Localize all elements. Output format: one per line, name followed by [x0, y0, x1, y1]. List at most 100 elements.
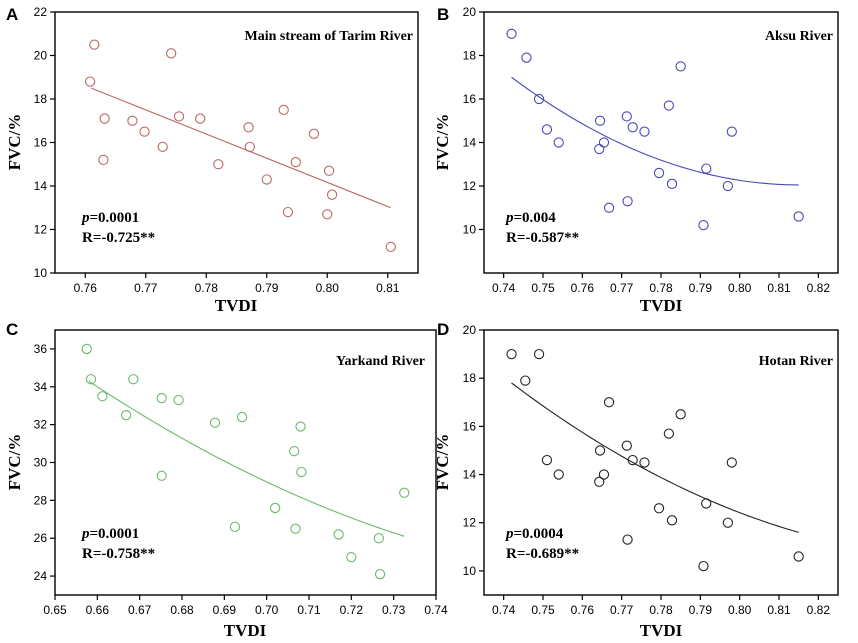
- x-axis-label: TVDI: [640, 621, 683, 640]
- x-tick-label: 0.76: [571, 281, 595, 295]
- data-point: [533, 93, 545, 105]
- y-tick-label: 36: [34, 342, 48, 356]
- y-tick-label: 22: [34, 5, 48, 19]
- data-point: [598, 469, 610, 480]
- data-point: [84, 76, 96, 87]
- data-point: [793, 211, 804, 222]
- data-point: [261, 174, 272, 185]
- data-point: [120, 410, 132, 421]
- data-point: [506, 348, 517, 360]
- data-point: [521, 52, 532, 63]
- data-point: [385, 241, 396, 253]
- data-point: [326, 189, 338, 200]
- x-tick-label: 0.79: [689, 603, 713, 617]
- data-point: [726, 457, 737, 468]
- p-symbol: p: [80, 210, 90, 226]
- x-tick-label: 0.78: [649, 603, 673, 617]
- y-tick-label: 20: [463, 5, 477, 19]
- data-point: [663, 428, 675, 439]
- y-tick-label: 16: [34, 136, 48, 150]
- x-axis-label: TVDI: [215, 296, 258, 315]
- x-tick-label: 0.80: [728, 281, 752, 295]
- x-tick-label: 0.66: [86, 603, 110, 617]
- data-point: [99, 113, 110, 124]
- p-value-label: p=0.0001: [80, 526, 139, 542]
- data-point: [726, 126, 737, 137]
- data-point: [701, 498, 712, 509]
- y-tick-label: 30: [34, 456, 48, 470]
- data-point: [156, 392, 167, 404]
- p-value-label: p=0.0004: [504, 526, 564, 542]
- panel-title: Yarkand River: [336, 354, 425, 369]
- panel-b: 0.74 0.75 0.76 0.77 0.78 0.79 0.80 0.81 0.82 10 12…: [433, 5, 839, 315]
- r-value-label: R=-0.689**: [506, 546, 579, 562]
- data-point: [399, 487, 410, 498]
- data-point: [236, 411, 248, 423]
- x-tick-label: 0.78: [195, 281, 219, 295]
- data-point: [374, 569, 386, 580]
- data-point: [653, 503, 665, 514]
- y-tick-label: 18: [34, 92, 48, 106]
- data-point: [621, 111, 632, 122]
- panel-title: Aksu River: [765, 29, 833, 44]
- x-tick-label: 0.78: [649, 281, 673, 295]
- data-point: [622, 196, 633, 207]
- x-tick-label: 0.74: [492, 281, 516, 295]
- y-tick-label: 10: [463, 223, 477, 237]
- data-point: [173, 111, 185, 122]
- regression-line: [511, 382, 799, 533]
- x-tick-label: 0.65: [43, 603, 67, 617]
- data-point: [594, 445, 606, 456]
- y-axis-label: FVC/%: [5, 434, 24, 491]
- data-point: [127, 115, 138, 126]
- x-tick-label: 0.68: [170, 603, 194, 617]
- data-point: [621, 440, 632, 451]
- data-point: [244, 141, 255, 152]
- panel-title: Main stream of Tarim River: [245, 29, 414, 44]
- data-point: [639, 457, 650, 468]
- panel-a: 0.76 0.77 0.78 0.79 0.80 0.81 10 12 14 16 18 20 22 TV…: [5, 5, 419, 315]
- data-point: [166, 48, 177, 59]
- y-tick-label: 12: [34, 223, 48, 237]
- panel-d: 0.74 0.75 0.76 0.77 0.78 0.79 0.80 0.81 0.82 10 12…: [433, 320, 839, 640]
- data-point: [282, 206, 294, 218]
- y-tick-label: 16: [463, 419, 477, 433]
- panel-letter: A: [6, 5, 18, 24]
- data-point: [675, 61, 686, 72]
- y-tick-label: 12: [463, 516, 477, 530]
- data-point: [722, 180, 734, 192]
- r-value-label: R=-0.587**: [506, 230, 579, 246]
- p-value: =0.0001: [90, 210, 140, 226]
- data-point: [296, 466, 307, 478]
- p-value: =0.0001: [90, 526, 140, 542]
- x-tick-label: 0.76: [74, 281, 98, 295]
- data-point: [322, 209, 333, 220]
- data-point: [295, 421, 306, 432]
- data-point: [594, 476, 605, 487]
- x-tick-label: 0.79: [255, 281, 279, 295]
- y-tick-label: 10: [34, 266, 48, 280]
- data-point: [156, 470, 167, 481]
- data-point: [598, 137, 610, 148]
- regression-line: [91, 87, 391, 209]
- data-point: [81, 343, 92, 355]
- p-value: =0.0004: [514, 526, 564, 542]
- data-point: [346, 551, 357, 563]
- x-tick-label: 0.75: [531, 603, 555, 617]
- panel-c: 0.65 0.66 0.67 0.68 0.69 0.70 0.71 0.72 0.73 0.74…: [5, 320, 448, 640]
- data-point: [373, 533, 384, 544]
- p-value: =0.004: [514, 210, 557, 226]
- x-tick-label: 0.73: [382, 603, 406, 617]
- y-tick-label: 24: [34, 569, 48, 583]
- data-point: [85, 374, 97, 385]
- data-point: [627, 122, 638, 133]
- x-tick-label: 0.75: [531, 281, 555, 295]
- p-value-label: p=0.004: [504, 210, 556, 226]
- data-point: [553, 137, 564, 148]
- x-tick-label: 0.80: [316, 281, 340, 295]
- x-tick-label: 0.81: [376, 281, 400, 295]
- data-point: [698, 560, 709, 572]
- p-value-label: p=0.0001: [80, 210, 139, 226]
- y-tick-label: 10: [463, 564, 477, 578]
